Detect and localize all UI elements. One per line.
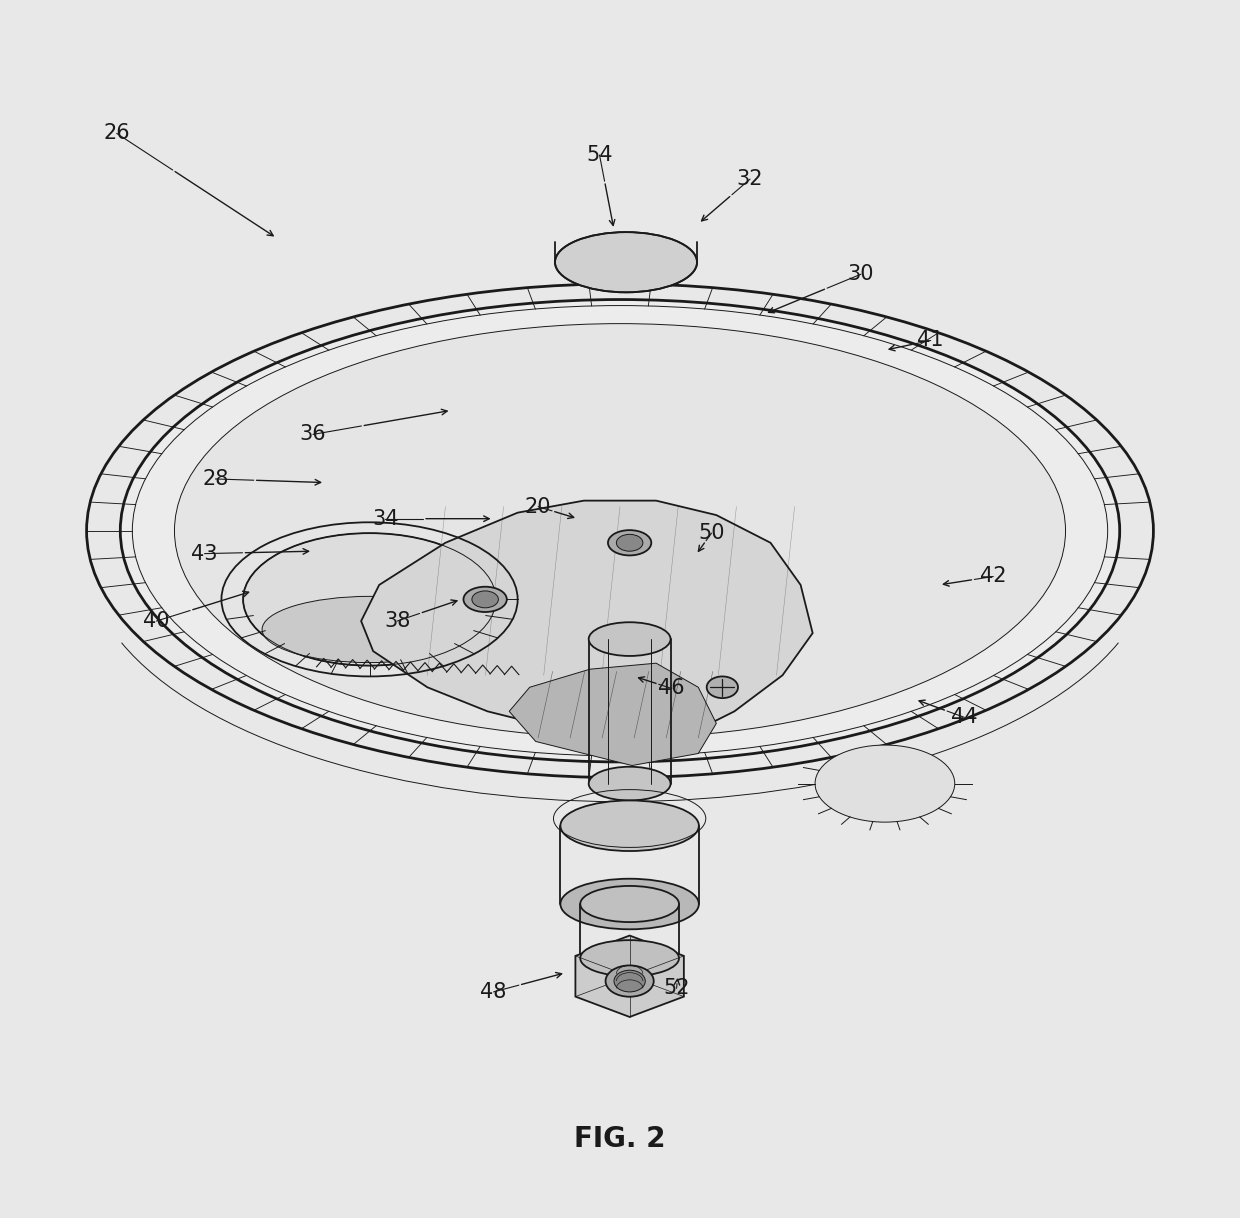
Ellipse shape — [464, 587, 507, 611]
Ellipse shape — [262, 597, 477, 663]
Ellipse shape — [472, 591, 498, 608]
Text: 46: 46 — [658, 678, 684, 698]
Text: 36: 36 — [300, 424, 326, 445]
Ellipse shape — [580, 885, 680, 922]
Ellipse shape — [589, 767, 671, 800]
Polygon shape — [361, 501, 812, 742]
Text: 50: 50 — [698, 524, 724, 543]
Ellipse shape — [815, 745, 955, 822]
Text: 44: 44 — [951, 708, 977, 727]
Text: FIG. 2: FIG. 2 — [574, 1124, 666, 1152]
Text: 32: 32 — [737, 169, 764, 189]
Text: 28: 28 — [202, 469, 228, 488]
Text: 26: 26 — [103, 123, 130, 144]
Ellipse shape — [556, 233, 697, 292]
Ellipse shape — [614, 971, 645, 991]
Text: 42: 42 — [980, 566, 1007, 587]
Text: 43: 43 — [191, 543, 218, 564]
Ellipse shape — [243, 533, 496, 665]
Ellipse shape — [616, 535, 642, 552]
Polygon shape — [510, 663, 717, 766]
Ellipse shape — [560, 878, 699, 929]
Ellipse shape — [605, 966, 653, 996]
Ellipse shape — [580, 940, 680, 977]
Ellipse shape — [589, 622, 671, 657]
Ellipse shape — [608, 530, 651, 555]
Ellipse shape — [175, 324, 1065, 738]
Ellipse shape — [707, 676, 738, 698]
Ellipse shape — [120, 300, 1120, 762]
Polygon shape — [575, 935, 683, 1017]
Ellipse shape — [560, 800, 699, 851]
Text: 38: 38 — [384, 611, 410, 631]
Text: 40: 40 — [143, 611, 170, 631]
Text: 20: 20 — [525, 497, 552, 516]
Text: 52: 52 — [663, 978, 689, 999]
Text: 34: 34 — [372, 509, 398, 529]
Text: 41: 41 — [918, 330, 944, 351]
Text: 48: 48 — [480, 982, 507, 1002]
Text: 54: 54 — [587, 145, 613, 166]
Text: 30: 30 — [848, 264, 874, 284]
